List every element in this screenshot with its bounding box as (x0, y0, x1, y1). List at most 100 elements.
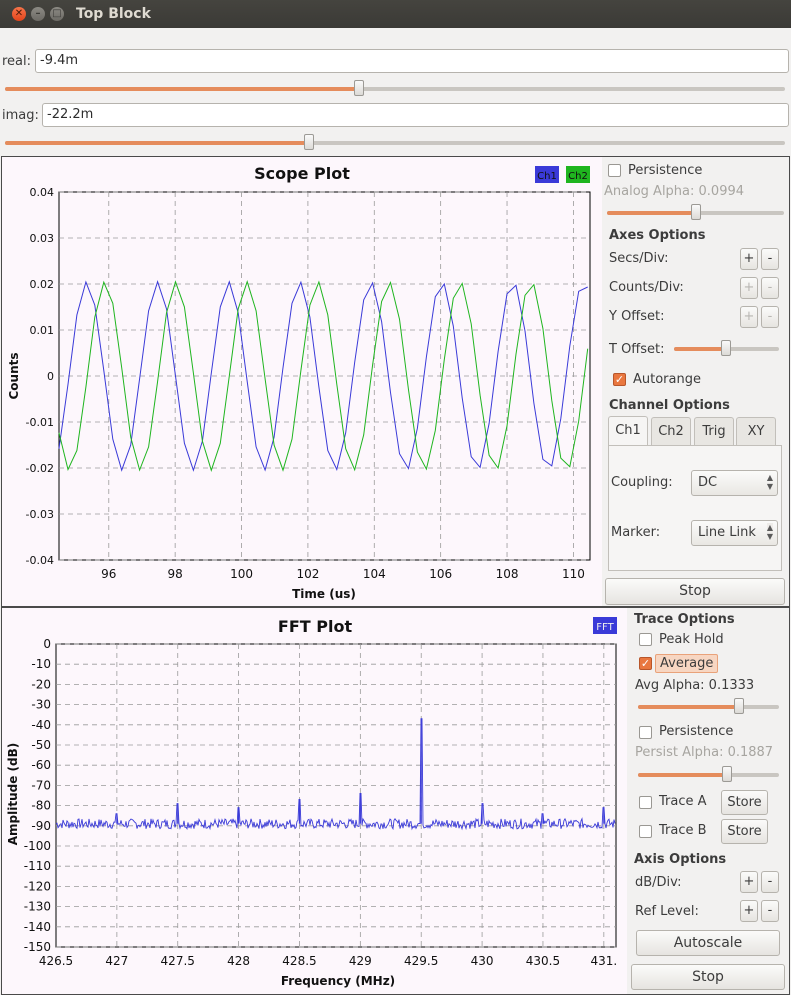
avg-alpha-handle[interactable] (734, 698, 744, 714)
fft-y-tick-label: -110 (24, 859, 51, 873)
legend-swatch-ch2 (566, 166, 590, 183)
imag-slider-handle[interactable] (304, 134, 314, 150)
scope-y-tick-label: -0.03 (26, 508, 54, 521)
real-slider[interactable] (5, 80, 785, 96)
scope-x-tick-label: 106 (429, 567, 452, 581)
scope-series-ch2 (58, 280, 589, 472)
trace-b-checkbox[interactable] (639, 825, 652, 838)
fft-plot[interactable]: FFT Plot 0 -10 -20 -30 -40 -50 -60 -70 -80 -90 -100… (2, 608, 627, 994)
fft-y-tick-label: 0 (43, 637, 51, 651)
ref-level-minus-button[interactable]: - (761, 900, 779, 922)
trace-options-title: Trace Options (634, 612, 735, 627)
y-offset-plus-button[interactable]: + (740, 306, 758, 328)
coupling-value: DC (698, 475, 718, 490)
tab-ch2[interactable]: Ch2 (651, 417, 691, 446)
persistence-label: Persistence (628, 163, 703, 178)
scope-x-axis-label: Time (us) (292, 587, 356, 601)
fft-y-tick-label: -80 (31, 799, 51, 813)
fft-y-axis-label: Amplitude (dB) (6, 743, 20, 846)
maximize-window-button[interactable]: □ (50, 7, 64, 21)
trace-a-store-button[interactable]: Store (721, 790, 768, 815)
fft-stop-button[interactable]: Stop (631, 964, 785, 990)
average-label[interactable]: Average (655, 654, 719, 673)
scope-stop-button[interactable]: Stop (605, 578, 785, 605)
scope-y-tick-label: -0.01 (26, 416, 54, 429)
marker-select[interactable]: Line Link ▲ ▼ (691, 520, 778, 546)
scope-plot[interactable]: Scope Plot 0.04 0.03 0.02 0.01 0 -0.01 -0.02 -0.… (2, 157, 602, 606)
scope-x-tick-label: 96 (101, 567, 116, 581)
tab-ch1[interactable]: Ch1 (608, 416, 648, 446)
close-window-button[interactable]: ✕ (12, 7, 26, 21)
avg-alpha-slider[interactable] (638, 698, 779, 714)
legend-label-fft: FFT (596, 622, 614, 633)
fft-series-trace (55, 718, 616, 831)
legend-swatch-fft (593, 617, 617, 634)
scope-y-tick-label: 0.01 (30, 324, 55, 337)
ref-level-plus-button[interactable]: + (740, 900, 758, 922)
analog-alpha-label: Analog Alpha: 0.0994 (604, 184, 745, 199)
trace-b-store-button[interactable]: Store (721, 819, 768, 844)
counts-div-label: Counts/Div: (609, 280, 684, 295)
fft-x-axis-label: Frequency (MHz) (281, 974, 395, 988)
peak-hold-label: Peak Hold (659, 632, 724, 647)
persist-alpha-slider[interactable] (638, 766, 779, 782)
scope-title: Scope Plot (254, 164, 350, 183)
scope-options-panel: Persistence Analog Alpha: 0.0994 Axes Op… (604, 158, 789, 605)
fft-y-tick-label: -100 (24, 839, 51, 853)
db-div-minus-button[interactable]: - (761, 871, 779, 893)
real-slider-handle[interactable] (354, 80, 364, 96)
fft-x-tick-label: 431. (590, 954, 617, 968)
db-div-label: dB/Div: (635, 875, 682, 890)
fft-y-tick-label: -90 (31, 819, 51, 833)
fft-y-tick-label: -140 (24, 920, 51, 934)
spin-arrows-icon: ▲ ▼ (766, 523, 773, 541)
imag-slider[interactable] (5, 134, 785, 150)
db-div-plus-button[interactable]: + (740, 871, 758, 893)
fft-y-tick-label: -40 (31, 718, 51, 732)
fft-persistence-checkbox[interactable] (639, 726, 652, 739)
scope-y-tick-label: -0.04 (26, 554, 54, 567)
fft-x-tick-label: 426.5 (39, 954, 73, 968)
counts-div-minus-button[interactable]: - (761, 277, 779, 299)
window-title: Top Block (76, 6, 151, 22)
scope-x-tick-label: 110 (562, 567, 585, 581)
tab-trig[interactable]: Trig (694, 417, 734, 446)
fft-y-tick-label: -20 (31, 677, 51, 691)
fft-y-tick-label: -10 (31, 657, 51, 671)
persistence-checkbox[interactable] (608, 164, 621, 177)
scope-y-tick-label: 0.02 (30, 278, 55, 291)
fft-x-tick-label: 427 (105, 954, 128, 968)
t-offset-handle[interactable] (721, 340, 731, 356)
autoscale-button[interactable]: Autoscale (636, 930, 780, 956)
secs-div-plus-button[interactable]: + (740, 248, 758, 270)
scope-y-tick-label: 0.03 (30, 232, 55, 245)
analog-alpha-slider[interactable] (607, 204, 784, 220)
autorange-checkbox[interactable]: ✓ (613, 373, 626, 386)
tab-xy[interactable]: XY (736, 417, 776, 446)
scope-x-tick-label: 104 (363, 567, 386, 581)
legend-swatch-ch1 (535, 166, 559, 183)
axis-options-title: Axis Options (634, 852, 727, 867)
persist-alpha-handle[interactable] (722, 766, 732, 782)
t-offset-slider[interactable] (674, 340, 779, 356)
average-checkbox[interactable]: ✓ (639, 657, 652, 670)
legend-label-ch2: Ch2 (568, 171, 588, 182)
y-offset-minus-button[interactable]: - (761, 306, 779, 328)
real-input[interactable]: -9.4m (35, 49, 789, 73)
scope-x-tick-label: 100 (230, 567, 253, 581)
fft-y-tick-label: -30 (31, 698, 51, 712)
coupling-label: Coupling: (611, 475, 673, 490)
counts-div-plus-button[interactable]: + (740, 277, 758, 299)
minimize-window-button[interactable]: – (31, 7, 45, 21)
scope-x-tick-label: 98 (168, 567, 183, 581)
peak-hold-checkbox[interactable] (639, 633, 652, 646)
fft-x-tick-label: 429 (349, 954, 372, 968)
imag-input[interactable]: -22.2m (42, 103, 789, 127)
scope-series-ch1 (58, 280, 588, 472)
analog-alpha-handle[interactable] (691, 204, 701, 220)
secs-div-minus-button[interactable]: - (761, 248, 779, 270)
y-offset-label: Y Offset: (609, 309, 665, 324)
trace-a-checkbox[interactable] (639, 796, 652, 809)
fft-options-panel: Trace Options Peak Hold ✓ Average Avg Al… (629, 609, 789, 993)
coupling-select[interactable]: DC ▲ ▼ (691, 470, 778, 496)
